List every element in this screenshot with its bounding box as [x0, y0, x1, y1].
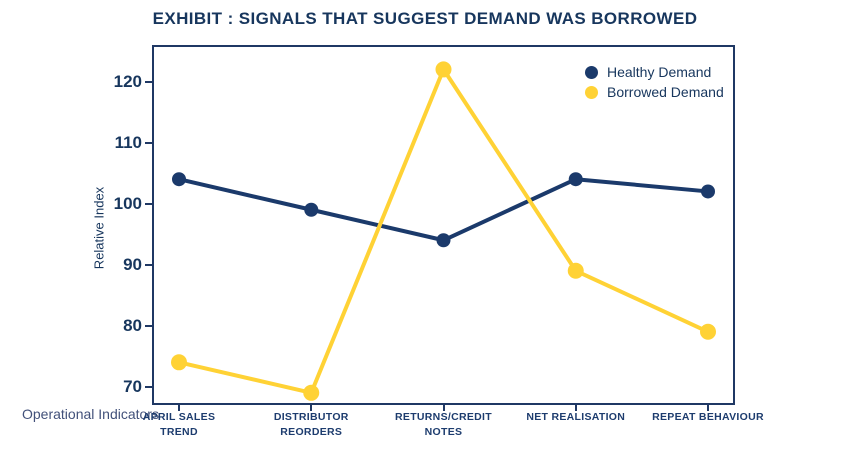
data-point-borrowed-demand — [435, 61, 452, 78]
data-point-healthy-demand — [436, 233, 451, 248]
y-tick-mark — [145, 80, 152, 83]
chart-canvas — [171, 61, 716, 401]
legend-item-borrowed-demand: Borrowed Demand — [585, 82, 724, 102]
y-tick-label: 70 — [123, 376, 142, 396]
series-line-borrowed-demand — [177, 67, 710, 395]
legend-label: Borrowed Demand — [607, 84, 724, 100]
plot-area: Healthy Demand Borrowed Demand — [152, 45, 735, 405]
x-tick-label: APRIL SALES TREND — [142, 411, 216, 438]
data-point-borrowed-demand — [567, 262, 584, 279]
y-tick-label: 90 — [123, 254, 142, 274]
series-line-healthy-demand — [177, 177, 710, 243]
x-tick-label: REPEAT BEHAVIOUR — [652, 411, 764, 423]
data-point-borrowed-demand — [171, 354, 187, 371]
x-tick-mark — [310, 405, 313, 411]
x-tick-label: RETURNS/CREDIT NOTES — [395, 411, 492, 438]
legend-label: Healthy Demand — [607, 64, 712, 80]
x-tick-mark — [178, 405, 180, 411]
legend-item-healthy-demand: Healthy Demand — [585, 62, 724, 82]
data-point-healthy-demand — [172, 172, 186, 187]
y-tick-label: 120 — [113, 71, 142, 91]
data-point-healthy-demand — [304, 202, 319, 217]
chart-title: EXHIBIT : SIGNALS THAT SUGGEST DEMAND WA… — [152, 9, 698, 28]
y-tick-mark — [145, 141, 152, 144]
legend-dot-icon — [585, 65, 598, 79]
data-point-borrowed-demand — [700, 323, 716, 340]
y-tick-label: 100 — [113, 193, 142, 213]
x-tick-label: DISTRIBUTOR REORDERS — [273, 411, 349, 438]
y-tick-label: 110 — [114, 132, 142, 152]
data-point-healthy-demand — [568, 172, 583, 187]
legend-dot-icon — [585, 85, 598, 99]
y-tick-mark — [145, 324, 152, 327]
x-tick-label: NET REALISATION — [526, 411, 626, 423]
y-tick-mark — [145, 263, 152, 266]
y-tick-label: 80 — [123, 315, 142, 335]
y-tick-mark — [145, 385, 152, 388]
y-tick-mark — [145, 202, 152, 205]
data-point-borrowed-demand — [303, 384, 320, 401]
x-tick-mark — [442, 405, 445, 411]
x-tick-mark — [574, 405, 577, 411]
legend: Healthy Demand Borrowed Demand — [585, 62, 724, 102]
x-tick-mark — [707, 405, 709, 411]
x-axis-title: Operational Indicators — [22, 406, 159, 422]
data-point-healthy-demand — [701, 184, 715, 199]
